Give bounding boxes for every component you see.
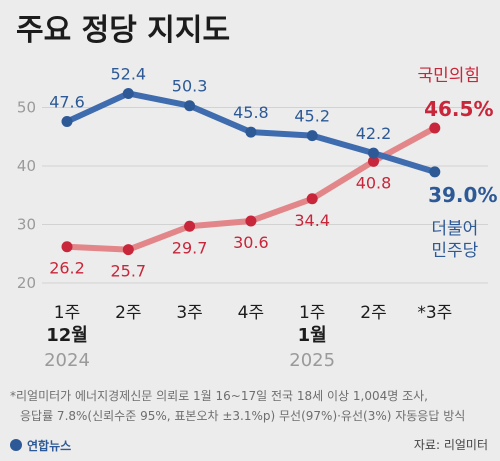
x-tick-3: 4주 [238, 303, 264, 323]
month-label-0: 12월 [46, 325, 88, 346]
chart-title: 주요 정당 지지도 [16, 13, 230, 48]
x-tick-5: 2주 [360, 303, 386, 323]
series-1-point-3 [245, 215, 257, 227]
data-labels: 47.6 52.4 50.3 45.8 45.2 42.2 39.0% 26.2 25.7 29.… [49, 64, 497, 280]
y-tick-50: 50 [17, 99, 36, 117]
series-0-point-0 [61, 116, 73, 128]
yonhap-logo: 연합뉴스 [10, 438, 71, 453]
y-tick-30: 30 [17, 216, 36, 234]
y-tick-40: 40 [17, 157, 36, 175]
note-line-1: *리얼미터가 에너지경제신문 의뢰로 1월 16~17일 전국 18세 이상 1… [10, 389, 428, 403]
series-1-point-0 [61, 241, 73, 253]
series-1-label-3: 30.6 [233, 233, 269, 252]
month-label-4: 1월 [298, 325, 327, 346]
series-1-point-2 [184, 220, 196, 232]
series-0-label-0: 47.6 [49, 93, 85, 112]
series-0-label-2: 50.3 [172, 77, 208, 96]
series-1-label-5: 40.8 [356, 173, 392, 192]
x-tick-1: 2주 [115, 303, 141, 323]
x-tick-4: 1주 [299, 303, 325, 323]
series-1-label-0: 26.2 [49, 259, 85, 278]
series-0-point-4 [306, 130, 318, 142]
logo-text: 연합뉴스 [27, 438, 71, 453]
series-0-point-3 [245, 126, 257, 138]
series-0-label-6: 39.0% [428, 183, 497, 207]
grid [42, 107, 488, 284]
x-tick-0: 1주 [54, 303, 80, 323]
y-axis-ticks: 20 30 40 50 [17, 99, 36, 293]
series-0-label-3: 45.8 [233, 103, 269, 122]
year-label-4: 2025 [289, 350, 335, 371]
series-0-label-4: 45.2 [294, 107, 330, 126]
logo-mark-icon [10, 439, 22, 451]
source-text: 자료: 리얼미터 [414, 438, 488, 452]
series-1-point-4 [306, 193, 318, 205]
series-1-point-6 [429, 122, 441, 134]
legend-label-series-0-line-0: 더불어 [431, 219, 478, 239]
series-0-point-2 [184, 100, 196, 112]
note-line-2: 응답률 7.8%(신뢰수준 95%, 표본오차 ±3.1%p) 무선(97%)·… [20, 409, 465, 423]
legend-label-series-1: 국민의힘 [418, 66, 481, 86]
series-0-label-5: 42.2 [356, 124, 392, 143]
x-axis-labels: 1주 2주 3주 4주 1주 2주 *3주 12월 1월 2024 2025 [44, 303, 452, 371]
x-tick-2: 3주 [176, 303, 202, 323]
series-points [61, 87, 441, 256]
series-1-label-4: 34.4 [294, 211, 330, 230]
series-1-label-6: 46.5% [424, 97, 493, 121]
series-1-point-5 [368, 155, 379, 167]
y-tick-20: 20 [17, 274, 36, 292]
series-0-point-5 [368, 147, 379, 159]
series-1-label-2: 29.7 [172, 238, 208, 257]
x-tick-6: *3주 [417, 303, 452, 323]
series-1-label-1: 25.7 [110, 262, 146, 281]
series-0-point-1 [122, 87, 134, 99]
series-0-label-1: 52.4 [110, 64, 146, 83]
legend-label-series-0-line-1: 민주당 [431, 241, 478, 261]
year-label-0: 2024 [44, 350, 90, 371]
series-0-point-6 [429, 166, 441, 178]
series-1-point-1 [122, 244, 134, 256]
